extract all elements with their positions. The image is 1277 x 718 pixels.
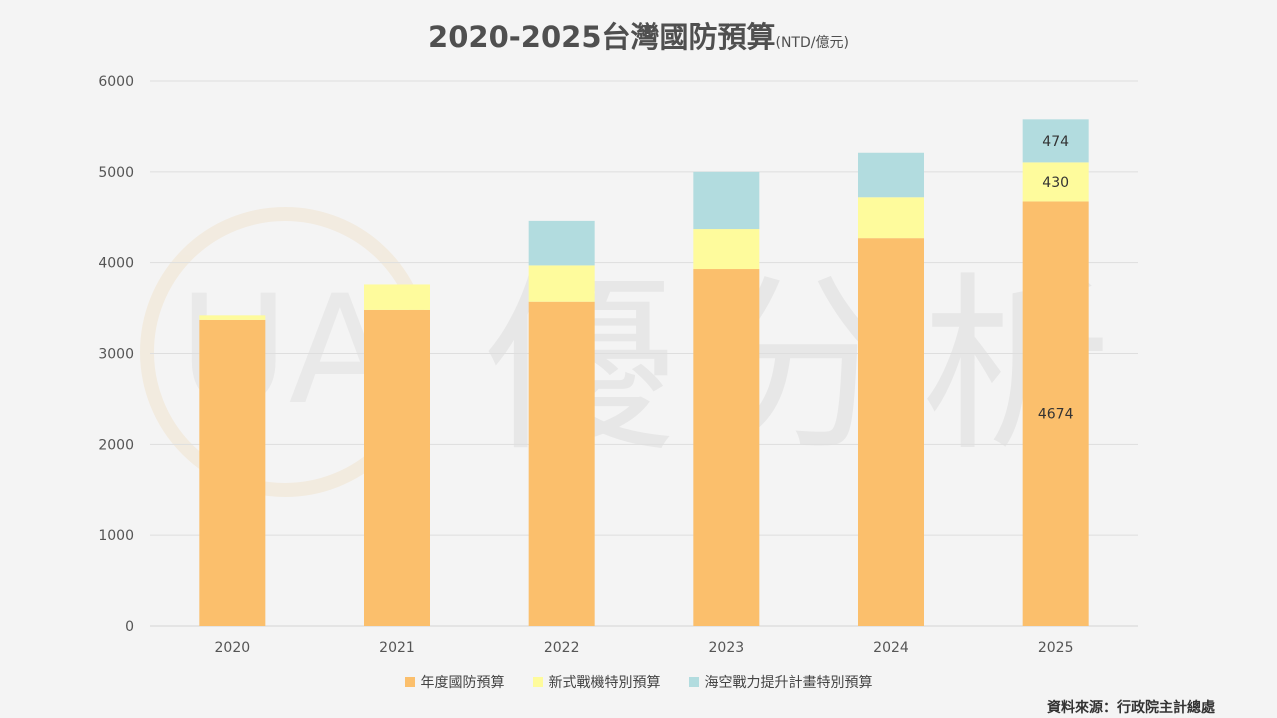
y-tick-label: 2000 — [98, 437, 134, 453]
bar-segment — [199, 319, 266, 626]
bar-segment — [1022, 201, 1089, 626]
bar-segment — [858, 238, 924, 626]
bar-segment — [693, 229, 760, 270]
x-tick-label: 2023 — [709, 640, 745, 656]
legend-swatch-naval — [688, 677, 699, 687]
legend-item-naval: 海空戰力提升計畫特別預算 — [688, 672, 873, 692]
data-labels: 4674 430 474 — [1038, 134, 1074, 423]
x-tick-label: 2021 — [379, 640, 415, 656]
bar-segment — [1022, 119, 1089, 163]
y-tick-label: 3000 — [98, 347, 134, 363]
watermark: UA 優分析 — [140, 207, 1111, 497]
x-tick-label: 2020 — [215, 640, 251, 656]
data-label: 4674 — [1038, 407, 1074, 423]
chart-title: 2020-2025台灣國防預算 — [428, 20, 776, 54]
bar-segment — [858, 152, 924, 198]
data-label: 474 — [1042, 134, 1069, 150]
y-tick-label: 6000 — [98, 74, 134, 90]
legend-swatch-annual — [404, 677, 415, 687]
y-axis: 0 1000 2000 3000 4000 5000 6000 — [98, 74, 134, 635]
y-tick-label: 1000 — [98, 528, 134, 544]
bar-segment — [693, 171, 760, 230]
bar-segment — [199, 315, 266, 320]
bar-segment — [693, 269, 760, 626]
y-tick-label: 4000 — [98, 256, 134, 272]
x-tick-label: 2025 — [1038, 640, 1074, 656]
x-axis: 2020 2021 2022 2023 2024 2025 — [215, 640, 1074, 656]
legend-label-naval: 海空戰力提升計畫特別預算 — [704, 675, 873, 691]
legend-item-fighter: 新式戰機特別預算 — [532, 672, 661, 692]
gridlines — [150, 80, 1138, 627]
legend-swatch-fighter — [532, 677, 543, 687]
x-tick-label: 2022 — [544, 640, 580, 656]
bar-segment — [364, 309, 430, 626]
chart-title-block: 2020-2025台灣國防預算(NTD/億元) — [0, 14, 1277, 56]
bar-segment — [528, 220, 595, 266]
data-label: 430 — [1042, 175, 1069, 191]
legend: 年度國防預算 新式戰機特別預算 海空戰力提升計畫特別預算 — [0, 672, 1277, 692]
x-tick-label: 2024 — [873, 640, 909, 656]
source-note: 資料來源：行政院主計總處 — [1047, 700, 1215, 716]
bar-segment — [528, 265, 595, 302]
legend-item-annual: 年度國防預算 — [404, 672, 505, 692]
bar-segment — [364, 284, 430, 310]
bar-segment — [528, 301, 595, 626]
y-tick-label: 0 — [125, 619, 134, 635]
bar-segment — [1022, 162, 1089, 202]
y-tick-label: 5000 — [98, 165, 134, 181]
chart-unit: (NTD/億元) — [775, 35, 849, 51]
bar-segment — [858, 197, 924, 239]
legend-label-fighter: 新式戰機特別預算 — [548, 675, 661, 691]
legend-label-annual: 年度國防預算 — [420, 675, 505, 691]
bars — [199, 119, 1089, 626]
